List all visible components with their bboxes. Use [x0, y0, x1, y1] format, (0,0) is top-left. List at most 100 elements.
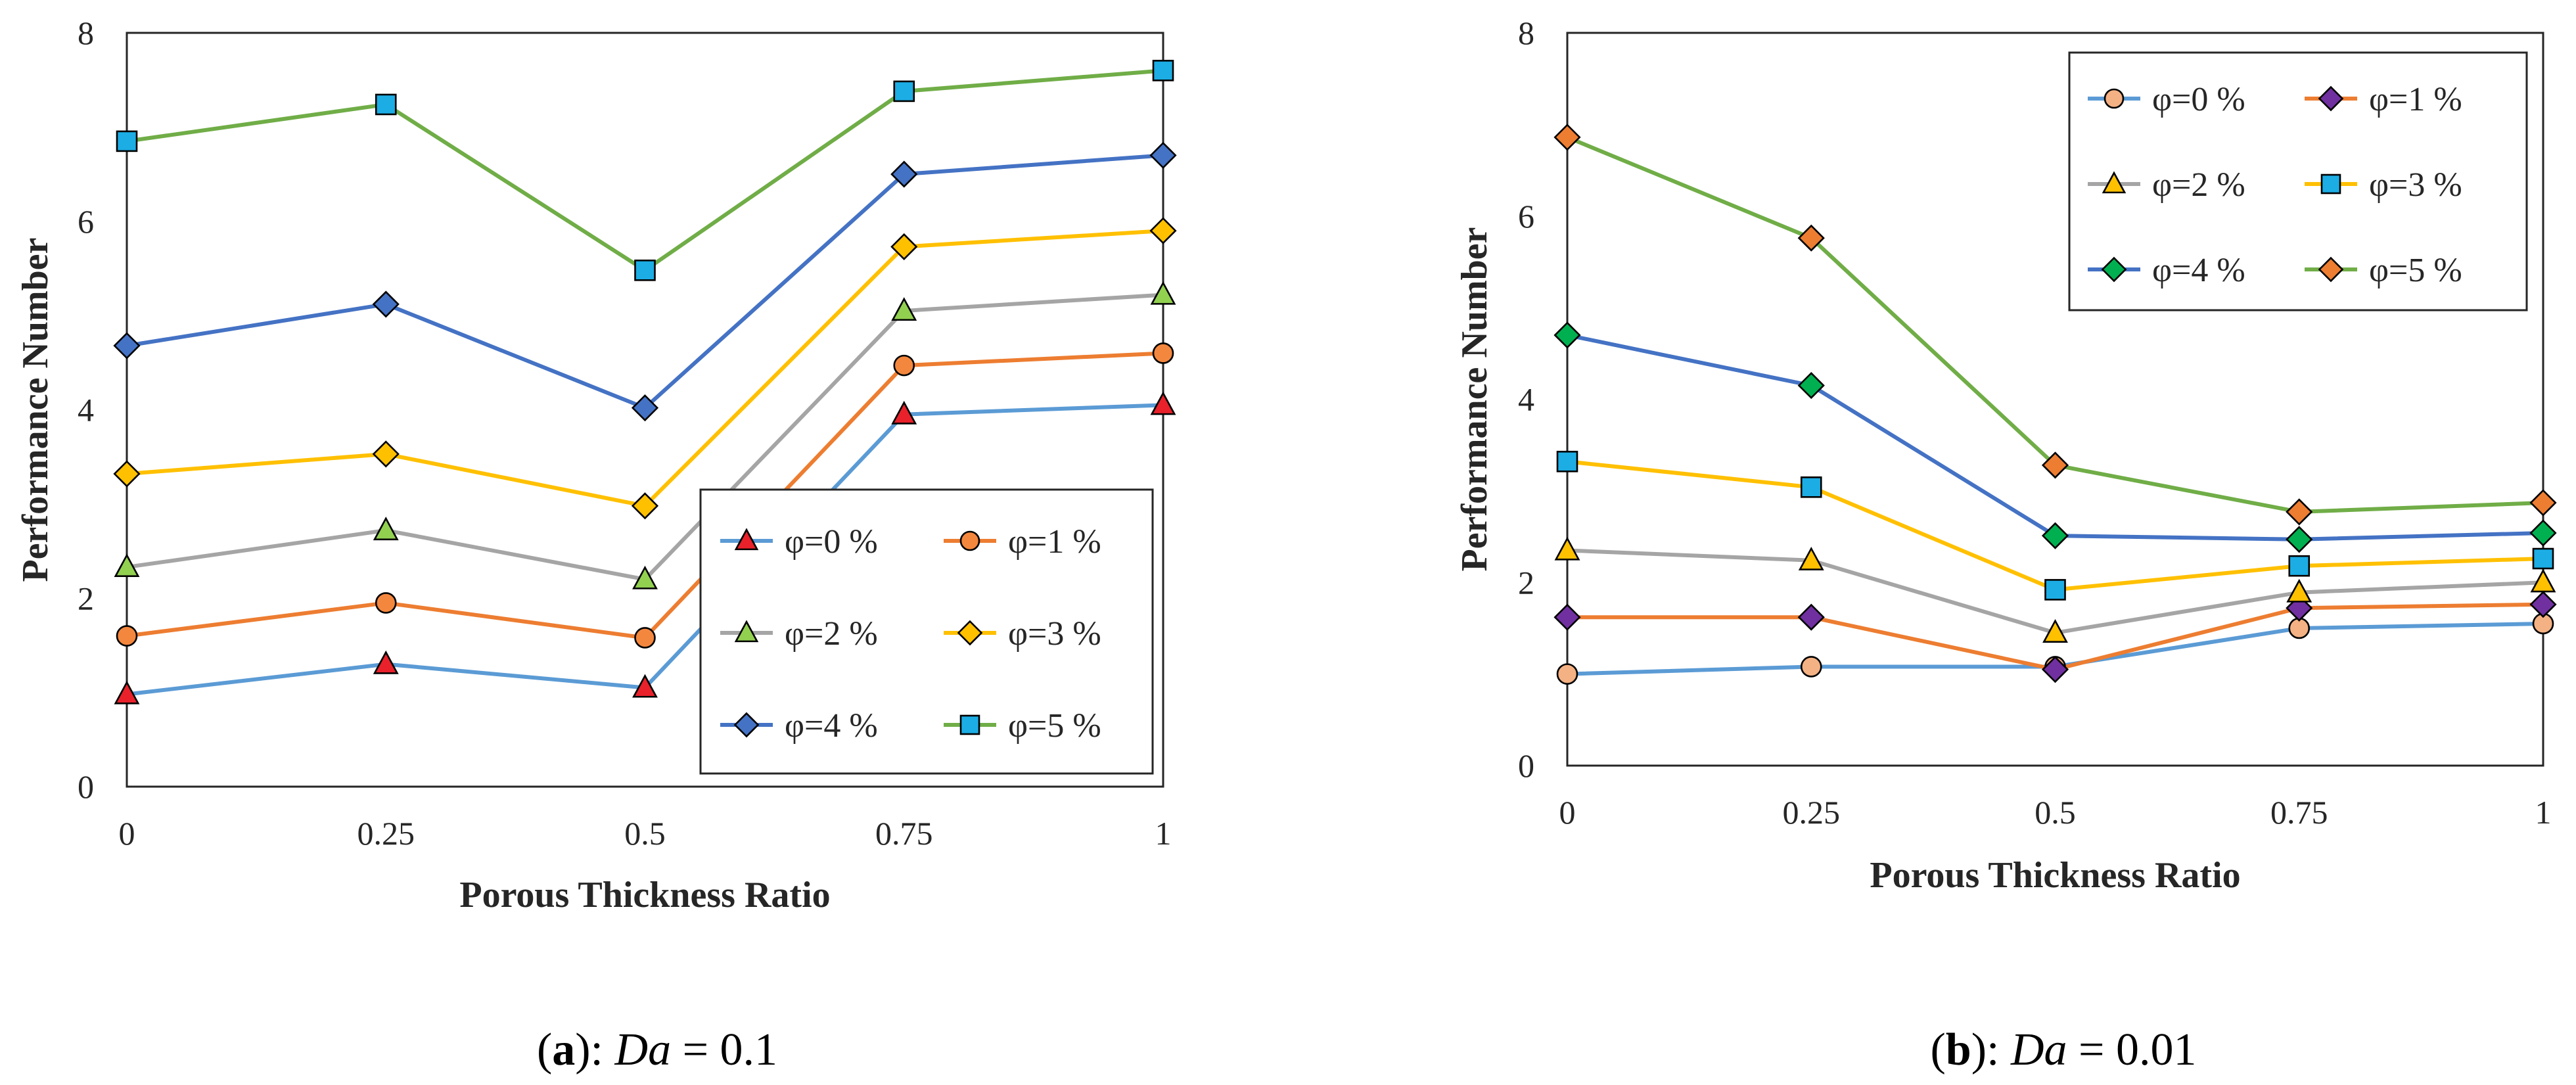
- data-point-s1-x4: [2529, 591, 2557, 618]
- legend: φ=0 % φ=1 % φ=2 % φ=3 % φ=4 % φ=5 %: [699, 488, 1154, 775]
- y-tick-label: 0: [1518, 747, 1534, 784]
- legend-label-4: φ=4 %: [785, 707, 878, 745]
- data-point-s3-x1: [1800, 476, 1822, 498]
- y-tick-label: 2: [1518, 564, 1534, 601]
- data-point-s2-x4: [2530, 568, 2556, 593]
- data-point-s1-x1: [375, 592, 397, 614]
- data-point-s3-x0: [113, 460, 141, 488]
- y-tick-label: 4: [78, 392, 94, 428]
- caption-eq: = 0.1: [671, 1025, 777, 1075]
- x-axis-title: Porous Thickness Ratio: [459, 875, 830, 915]
- legend-label-1: φ=1 %: [2369, 81, 2462, 118]
- series-line-4: [126, 153, 1164, 410]
- x-axis-title: Porous Thickness Ratio: [1870, 855, 2240, 896]
- data-point-s3-x3: [890, 233, 918, 261]
- data-point-s0-x2: [632, 674, 658, 698]
- data-point-s2-x1: [373, 517, 399, 541]
- data-point-s4-x4: [2529, 519, 2557, 547]
- data-point-s1-x2: [2041, 656, 2069, 683]
- legend-marker-3: [2320, 173, 2341, 195]
- data-point-s2-x2: [632, 565, 658, 589]
- data-point-s5-x0: [116, 130, 138, 152]
- x-tick-label: 0.5: [624, 815, 666, 852]
- data-point-s2-x4: [1150, 281, 1176, 305]
- legend-marker-1: [959, 530, 980, 551]
- legend-marker-4: [733, 712, 760, 738]
- data-point-s3-x2: [2044, 579, 2066, 601]
- caption-letter: b: [1946, 1025, 1971, 1075]
- legend-label-2: φ=2 %: [785, 615, 878, 653]
- legend-label-0: φ=0 %: [2152, 81, 2245, 118]
- data-point-s5-x0: [1553, 124, 1581, 151]
- legend-label-5: φ=5 %: [1008, 707, 1101, 745]
- data-point-s2-x0: [1554, 536, 1580, 561]
- data-point-s5-x1: [375, 93, 397, 116]
- data-point-s0-x0: [114, 680, 140, 704]
- chart-panel-b: 0 2 4 6 8 0 0.25 0.5 0.75 1 Porous Thickness Ratio…: [1454, 14, 2557, 1075]
- y-tick-label: 6: [78, 203, 94, 240]
- panel-caption: (b): Da = 0.01: [1930, 1025, 2196, 1075]
- data-point-s5-x3: [893, 80, 915, 103]
- data-point-s5-x4: [2529, 489, 2557, 517]
- data-point-s3-x3: [2288, 555, 2311, 577]
- data-point-s5-x3: [2286, 498, 2313, 526]
- data-point-s4-x0: [113, 332, 141, 359]
- data-point-s4-x3: [890, 160, 918, 188]
- legend-marker-2: [734, 620, 759, 643]
- y-tick-label: 4: [1518, 381, 1534, 418]
- legend: φ=0 % φ=1 % φ=2 % φ=3 % φ=4 % φ=5 %: [2068, 51, 2528, 312]
- data-point-s3-x1: [372, 440, 400, 468]
- data-point-s4-x2: [631, 394, 659, 422]
- legend-marker-5: [959, 714, 980, 735]
- x-tick-label: 1: [2535, 794, 2552, 831]
- legend-label-1: φ=1 %: [1008, 523, 1101, 561]
- y-tick-label: 8: [78, 14, 94, 51]
- legend-marker-2: [2102, 171, 2127, 194]
- legend-label-4: φ=4 %: [2152, 252, 2245, 289]
- data-point-s4-x1: [1797, 372, 1825, 400]
- data-point-s1-x0: [116, 625, 138, 647]
- data-point-s5-x2: [2041, 451, 2069, 479]
- data-point-s4-x3: [2286, 526, 2313, 553]
- data-point-s4-x4: [1149, 141, 1177, 169]
- x-tick-label: 0.5: [2035, 794, 2076, 831]
- data-point-s3-x0: [1556, 450, 1578, 473]
- data-point-s0-x3: [891, 400, 917, 425]
- legend-label-3: φ=3 %: [2369, 166, 2462, 204]
- chart-panel-a: 0 2 4 6 8 0 0.25 0.5 0.75 1 Porous Thickness Ratio…: [15, 14, 1177, 1075]
- legend-marker-1: [2318, 85, 2344, 112]
- legend-marker-4: [2101, 256, 2127, 283]
- data-point-s5-x4: [1152, 60, 1174, 81]
- y-tick-label: 6: [1518, 198, 1534, 235]
- y-axis-title: Performance Number: [1454, 227, 1495, 571]
- data-point-s2-x3: [2286, 578, 2312, 603]
- panel-caption: (a): Da = 0.1: [537, 1025, 777, 1075]
- legend-marker-0: [2104, 88, 2125, 109]
- legend-label-2: φ=2 %: [2152, 166, 2245, 204]
- caption-prefix: (: [537, 1025, 552, 1075]
- y-tick-label: 0: [78, 768, 94, 805]
- data-point-s1-x1: [1797, 603, 1825, 631]
- legend-box: [2068, 51, 2528, 312]
- data-point-s1-x2: [634, 627, 656, 649]
- x-tick-label: 0.25: [357, 815, 415, 852]
- data-point-s2-x0: [114, 553, 140, 578]
- data-point-s0-x4: [1150, 391, 1176, 415]
- data-point-s3-x4: [2532, 547, 2554, 570]
- x-tick-label: 0.75: [875, 815, 933, 852]
- caption-letter: a: [552, 1025, 575, 1075]
- legend-label-5: φ=5 %: [2369, 252, 2462, 289]
- data-point-s5-x2: [634, 260, 656, 281]
- x-tick-label: 1: [1155, 815, 1172, 852]
- data-point-s5-x1: [1797, 224, 1825, 252]
- data-point-s2-x3: [891, 297, 917, 321]
- caption-suffix: ):: [1971, 1025, 2011, 1075]
- y-axis-title: Performance Number: [15, 237, 56, 582]
- data-point-s0-x1: [373, 650, 399, 674]
- caption-var: Da: [2010, 1025, 2067, 1075]
- x-tick-label: 0.25: [1783, 794, 1841, 831]
- data-point-s4-x0: [1553, 321, 1581, 349]
- data-point-s0-x0: [1556, 663, 1578, 685]
- x-tick-label: 0: [1559, 794, 1576, 831]
